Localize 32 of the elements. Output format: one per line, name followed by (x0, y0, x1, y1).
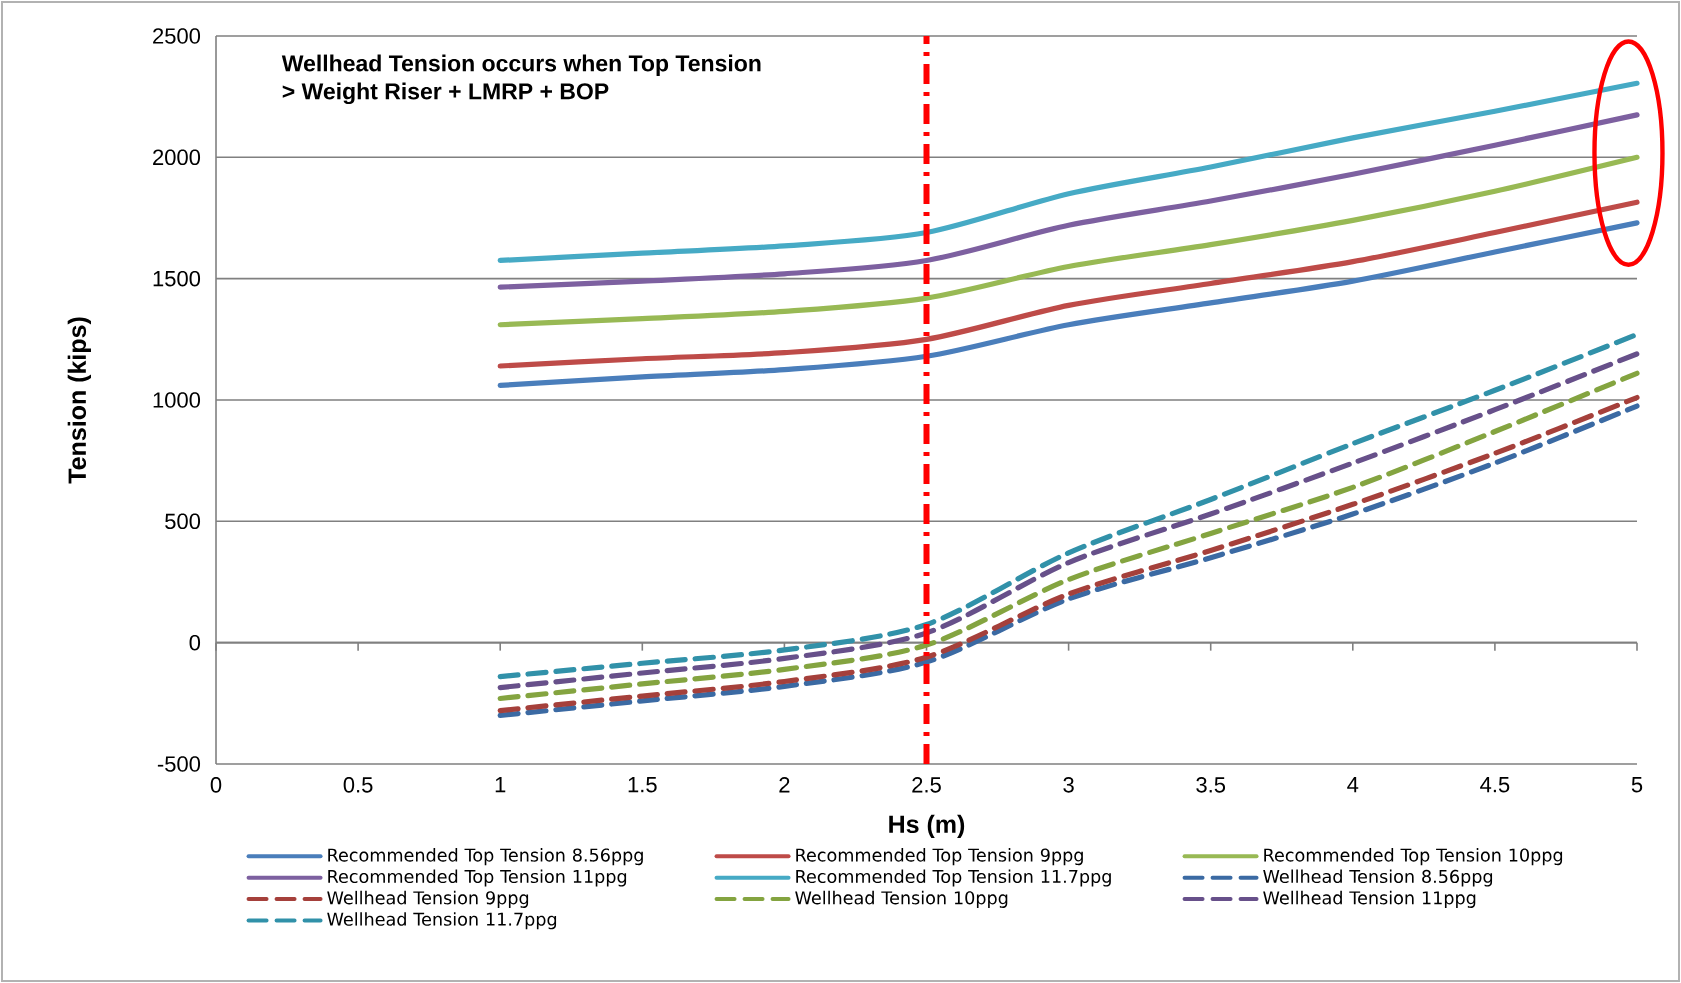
y-tick-label: 2000 (153, 149, 201, 166)
legend-label: Wellhead Tension 8.56ppg (1263, 869, 1493, 887)
legend-label: Recommended Top Tension 11.7ppg (796, 869, 1111, 887)
x-tick-label: 2.5 (912, 777, 941, 793)
legend-label: Recommended Top Tension 10ppg (1264, 848, 1563, 866)
y-axis-title: Tension (kips) (67, 317, 91, 484)
legend-label: Wellhead Tension 11ppg (1263, 890, 1476, 908)
x-tick-label: 1.5 (628, 777, 657, 793)
x-tick-label: 3 (1063, 777, 1074, 793)
x-tick-label: 2 (779, 777, 790, 793)
y-tick-label: 0 (189, 634, 201, 651)
legend-label: Wellhead Tension 9ppg (327, 890, 529, 908)
y-tick-label: -500 (157, 756, 201, 772)
legend-label: Recommended Top Tension 8.56ppg (328, 848, 643, 866)
y-tick-label: 1000 (153, 392, 201, 408)
legend-label: Recommended Top Tension 9ppg (796, 848, 1083, 866)
annotation: > Weight Riser + LMRP + BOP (282, 82, 609, 105)
y-tick-label: 500 (165, 513, 201, 530)
legend-label: Recommended Top Tension 11ppg (328, 869, 627, 887)
x-tick-label: 4.5 (1480, 777, 1510, 793)
x-tick-label: 1 (495, 777, 506, 793)
y-tick-label: 2500 (153, 28, 201, 44)
x-tick-label: 5 (1631, 777, 1643, 793)
legend-label: Wellhead Tension 10ppg (795, 890, 1008, 908)
x-tick-label: 0.5 (343, 777, 373, 793)
x-axis-title: Hs (m) (889, 814, 965, 839)
legend-label: Wellhead Tension 11.7ppg (327, 912, 557, 930)
y-tick-label: 1500 (153, 270, 201, 287)
x-tick-label: 3.5 (1196, 777, 1226, 793)
x-tick-label: 4 (1347, 777, 1359, 793)
annotation: Wellhead Tension occurs when Top Tension (281, 54, 761, 77)
x-tick-label: 0 (210, 777, 222, 793)
